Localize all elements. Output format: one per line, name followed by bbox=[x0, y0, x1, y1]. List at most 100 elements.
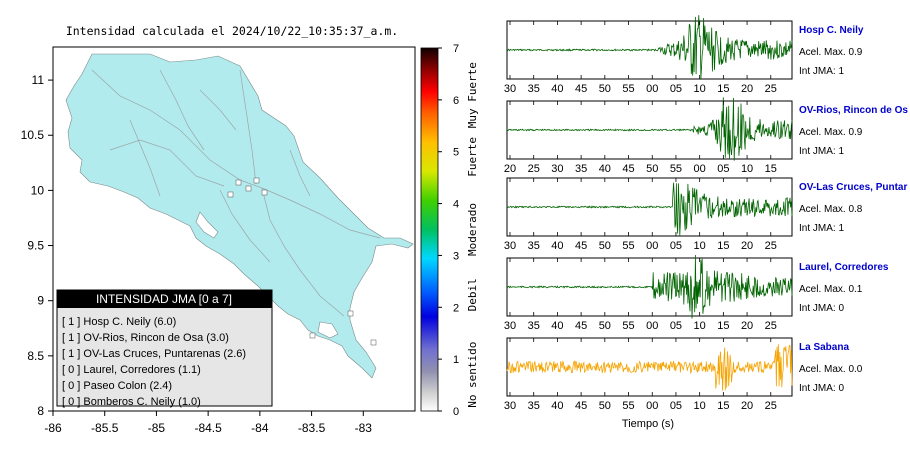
time-tick-label: 25 bbox=[765, 83, 777, 95]
time-tick-label: 50 bbox=[599, 83, 611, 95]
map-x-axis: -86 -85.5 -85 -84.5 -84 -83.5 -83 bbox=[44, 411, 372, 435]
map-y-tick-label: 11 bbox=[32, 73, 45, 87]
time-tick-label: 25 bbox=[765, 400, 777, 412]
map-y-axis: 11 10.5 10 9.5 9 8.5 8 bbox=[21, 73, 53, 418]
time-tick-label: 40 bbox=[551, 83, 563, 95]
map-x-tick-label: -84 bbox=[251, 421, 269, 435]
colorbar-tick-label: 1 bbox=[453, 354, 459, 366]
time-tick-label: 00 bbox=[646, 240, 658, 252]
time-tick-label: 40 bbox=[551, 400, 563, 412]
time-tick-label: 20 bbox=[504, 163, 516, 175]
legend-item: [ 0 ] Bomberos C. Neily (1.0) bbox=[62, 396, 201, 408]
time-tick-label: 35 bbox=[528, 400, 540, 412]
colorbar-level-label: No sentido bbox=[466, 342, 479, 408]
time-tick-label: 30 bbox=[504, 83, 516, 95]
time-tick-label: 40 bbox=[551, 240, 563, 252]
time-tick-label: 35 bbox=[575, 163, 587, 175]
waveform-panel: 30 35 40 45 50 55 00 05 10 15 20 25 Hosp C. Neily Ace… bbox=[504, 15, 864, 95]
time-tick-label: 15 bbox=[717, 240, 729, 252]
colorbar-tick-label: 6 bbox=[453, 95, 459, 107]
time-tick-label: 05 bbox=[670, 83, 682, 95]
map-x-tick-label: -83 bbox=[355, 421, 373, 435]
jma-intensity: Int JMA: 0 bbox=[799, 303, 844, 314]
station-name: OV-Rios, Rincon de Os bbox=[799, 105, 908, 116]
map-y-tick-label: 9.5 bbox=[27, 239, 44, 253]
time-tick-label: 05 bbox=[670, 400, 682, 412]
time-tick-label: 10 bbox=[694, 320, 706, 332]
waveform-panel: 30 35 40 45 50 55 00 05 10 15 20 25 OV-Las Cruces, P… bbox=[504, 177, 907, 252]
time-axis-label: Tiempo (s) bbox=[622, 418, 674, 430]
time-tick-label: 10 bbox=[694, 83, 706, 95]
legend-item: [ 1 ] OV-Rios, Rincon de Osa (3.0) bbox=[62, 332, 229, 344]
time-tick-label: 05 bbox=[670, 320, 682, 332]
map-legend: INTENSIDAD JMA [0 a 7] [ 1 ] Hosp C. Nei… bbox=[56, 289, 273, 408]
time-tick-label: 20 bbox=[741, 400, 753, 412]
colorbar-level-label: Muy Fuerte bbox=[466, 62, 479, 128]
max-acceleration: Acel. Max. 0.0 bbox=[799, 364, 863, 375]
jma-intensity: Int JMA: 1 bbox=[799, 223, 844, 234]
time-tick-label: 45 bbox=[575, 83, 587, 95]
waveform-panel: 30 35 40 45 50 55 00 05 10 15 20 25 Laurel, Corredor… bbox=[504, 254, 889, 332]
map-x-tick-label: -84.5 bbox=[194, 421, 222, 435]
legend-item: [ 0 ] Laurel, Corredores (1.1) bbox=[62, 364, 201, 376]
costa-rica-land bbox=[65, 53, 414, 379]
colorbar-tick-label: 3 bbox=[453, 250, 459, 262]
legend-item: [ 1 ] Hosp C. Neily (6.0) bbox=[62, 316, 176, 328]
colorbar-level-label: Debil bbox=[466, 278, 479, 311]
map-y-tick-label: 8.5 bbox=[27, 349, 44, 363]
time-tick-label: 50 bbox=[599, 240, 611, 252]
time-tick-label: 55 bbox=[622, 240, 634, 252]
time-tick-label: 25 bbox=[765, 320, 777, 332]
time-tick-label: 00 bbox=[646, 83, 658, 95]
time-tick-label: 25 bbox=[765, 240, 777, 252]
waveform-panel: 30 35 40 45 50 55 00 05 10 15 20 25 La Sabana Acel. M… bbox=[504, 337, 863, 412]
time-tick-label: 00 bbox=[646, 400, 658, 412]
colorbar-tick-label: 0 bbox=[453, 406, 459, 418]
station-name: Laurel, Corredores bbox=[799, 262, 889, 273]
time-tick-label: 45 bbox=[622, 163, 634, 175]
time-tick-label: 45 bbox=[575, 240, 587, 252]
time-tick-label: 35 bbox=[528, 83, 540, 95]
colorbar-tick-label: 5 bbox=[453, 147, 459, 159]
colorbar-level-label: Moderado bbox=[466, 203, 479, 256]
time-tick-label: 15 bbox=[717, 83, 729, 95]
time-tick-label: 25 bbox=[528, 163, 540, 175]
waveform-panel: 20 25 30 35 40 45 50 55 00 05 10 15 OV-Rios, Rincon … bbox=[504, 97, 908, 175]
waveform-trace bbox=[506, 182, 793, 236]
legend-item: [ 0 ] Paseo Colon (2.4) bbox=[62, 380, 172, 392]
colorbar-tick-label: 7 bbox=[453, 43, 459, 55]
colorbar-tick-label: 4 bbox=[453, 199, 459, 211]
map-title: Intensidad calculada el 2024/10/22_10:35… bbox=[66, 24, 398, 38]
time-tick-label: 55 bbox=[622, 400, 634, 412]
time-tick-label: 30 bbox=[551, 163, 563, 175]
time-tick-label: 55 bbox=[622, 320, 634, 332]
time-tick-label: 30 bbox=[504, 320, 516, 332]
legend-item: [ 1 ] OV-Las Cruces, Puntarenas (2.6) bbox=[62, 348, 246, 360]
map-x-tick-label: -85.5 bbox=[91, 421, 119, 435]
time-tick-label: 15 bbox=[717, 320, 729, 332]
time-tick-label: 05 bbox=[670, 240, 682, 252]
time-tick-label: 40 bbox=[551, 320, 563, 332]
jma-intensity: Int JMA: 1 bbox=[799, 66, 844, 77]
jma-intensity: Int JMA: 0 bbox=[799, 383, 844, 394]
time-tick-label: 30 bbox=[504, 400, 516, 412]
time-tick-label: 00 bbox=[694, 163, 706, 175]
map-x-tick-label: -86 bbox=[44, 421, 62, 435]
map-x-tick-label: -85 bbox=[148, 421, 166, 435]
time-tick-label: 10 bbox=[694, 240, 706, 252]
time-tick-label: 50 bbox=[646, 163, 658, 175]
time-tick-label: 00 bbox=[646, 320, 658, 332]
waveform-trace bbox=[506, 344, 793, 391]
station-markers bbox=[227, 177, 377, 346]
time-tick-label: 50 bbox=[599, 320, 611, 332]
map-x-tick-label: -83.5 bbox=[298, 421, 326, 435]
max-acceleration: Acel. Max. 0.9 bbox=[799, 47, 863, 58]
station-name: La Sabana bbox=[799, 342, 849, 353]
max-acceleration: Acel. Max. 0.9 bbox=[799, 127, 863, 138]
road-network bbox=[91, 69, 381, 317]
time-tick-label: 10 bbox=[694, 400, 706, 412]
time-tick-label: 30 bbox=[504, 240, 516, 252]
legend-title: INTENSIDAD JMA [0 a 7] bbox=[96, 292, 232, 306]
map-y-tick-label: 8 bbox=[37, 404, 44, 418]
colorbar-level-label: Fuerte bbox=[466, 137, 479, 177]
